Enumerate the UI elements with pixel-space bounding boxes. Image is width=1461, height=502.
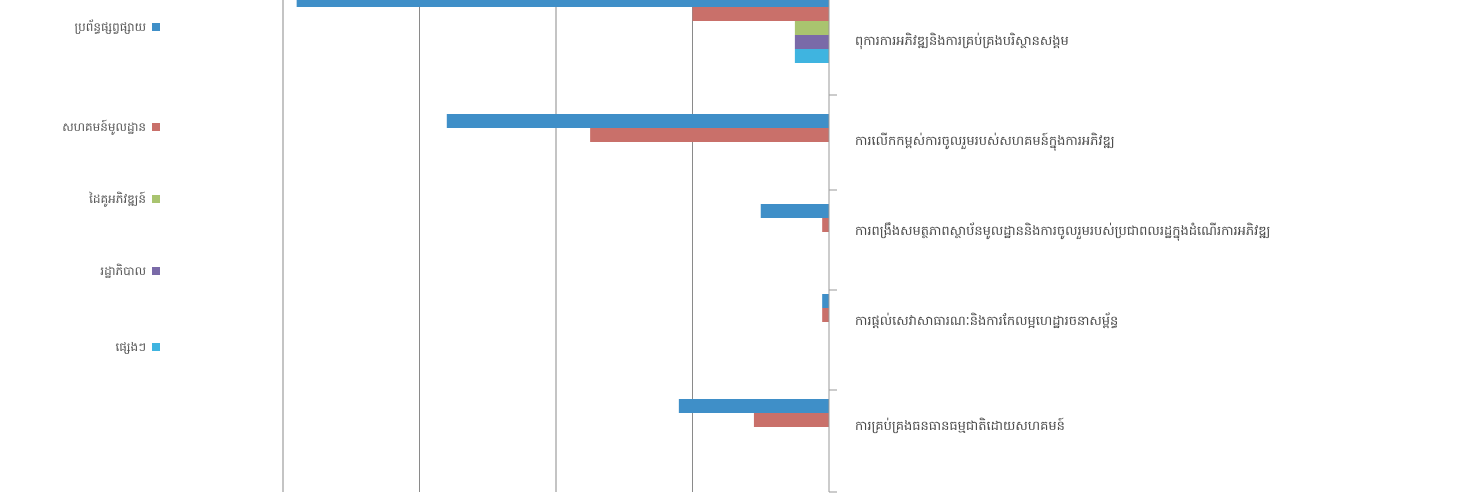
bar <box>822 218 829 232</box>
legend-swatch <box>152 343 160 351</box>
bar <box>822 308 829 322</box>
legend-swatch <box>152 195 160 203</box>
legend-label: សហគមន៍មូលដ្ឋាន <box>62 120 146 134</box>
bar <box>794 35 829 49</box>
category-label: ការផ្តល់សេវាសាធារណៈនិងការកែលម្អហេដ្ឋារចន… <box>855 312 1118 329</box>
legend-label: ប្រព័ន្ធផ្សព្វផ្សាយ <box>74 20 146 34</box>
bar <box>760 204 829 218</box>
bar <box>794 21 829 35</box>
bar <box>296 0 829 7</box>
legend: ប្រព័ន្ធផ្សព្វផ្សាយសហគមន៍មូលដ្ឋានដៃគូអភិ… <box>0 0 170 502</box>
category-label: ការពង្រឹងសមត្ថភាពស្ថាប័នមូលដ្ឋាននិងការចូ… <box>855 222 1270 241</box>
category-label: ការលើកកម្ពស់ការចូលរួមរបស់សហគមន៍ក្នុងការអ… <box>855 132 1115 151</box>
bar <box>753 413 829 427</box>
bar <box>590 128 829 142</box>
legend-item: ផ្សេងៗ <box>115 340 160 354</box>
legend-label: រដ្ឋាភិបាល <box>100 264 146 278</box>
legend-item: ដៃគូអភិវឌ្ឍន៍ <box>89 192 160 206</box>
bar <box>678 399 829 413</box>
legend-swatch <box>152 267 160 275</box>
legend-swatch <box>152 23 160 31</box>
legend-swatch <box>152 123 160 131</box>
legend-item: រដ្ឋាភិបាល <box>100 264 160 278</box>
legend-label: ដៃគូអភិវឌ្ឍន៍ <box>89 192 146 206</box>
bar <box>822 294 829 308</box>
legend-item: ប្រព័ន្ធផ្សព្វផ្សាយ <box>75 20 160 34</box>
category-label: ការគ្រប់គ្រងធនធានធម្មជាតិដោយសហគមន៍ <box>855 417 1065 434</box>
bar <box>692 7 829 21</box>
bar <box>446 114 829 128</box>
category-label: ពុការការអភិវឌ្ឍនិងការគ្រប់គ្រងបរិស្ថានសង… <box>855 32 1069 50</box>
bar <box>794 49 829 63</box>
legend-label: ផ្សេងៗ <box>115 340 146 354</box>
legend-item: សហគមន៍មូលដ្ឋាន <box>62 120 160 134</box>
